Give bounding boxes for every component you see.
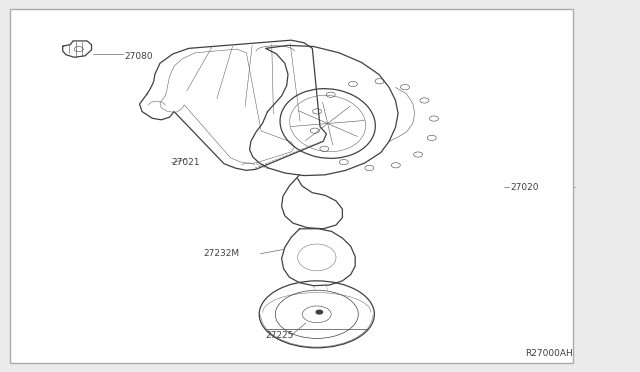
Text: 27080: 27080 <box>125 52 154 61</box>
Text: 27225: 27225 <box>266 331 294 340</box>
Text: 27021: 27021 <box>172 158 200 167</box>
Text: 27020: 27020 <box>511 183 540 192</box>
Bar <box>10 9 573 363</box>
Text: 27232M: 27232M <box>204 249 239 258</box>
Text: R27000AH: R27000AH <box>525 349 573 358</box>
Circle shape <box>316 310 323 314</box>
